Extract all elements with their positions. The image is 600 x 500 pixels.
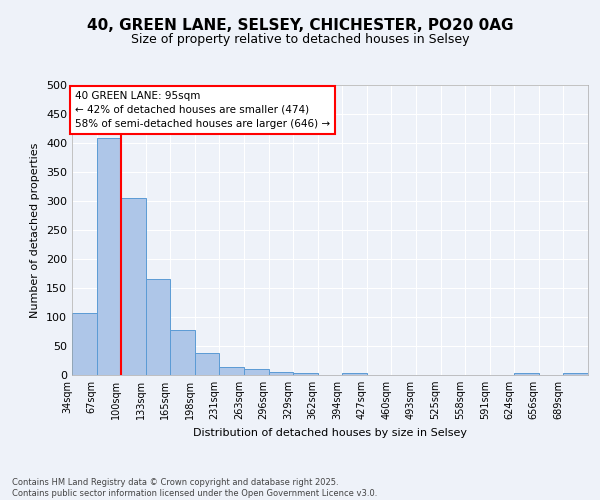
Bar: [244, 369, 269, 375]
Text: Contains HM Land Registry data © Crown copyright and database right 2025.
Contai: Contains HM Land Registry data © Crown c…: [12, 478, 377, 498]
Bar: [170, 330, 195, 375]
Bar: [563, 374, 588, 375]
Text: Size of property relative to detached houses in Selsey: Size of property relative to detached ho…: [131, 32, 469, 46]
Bar: [342, 374, 367, 375]
Bar: [293, 374, 318, 375]
Bar: [195, 353, 220, 375]
Bar: [97, 138, 121, 375]
Bar: [220, 368, 244, 375]
X-axis label: Distribution of detached houses by size in Selsey: Distribution of detached houses by size …: [193, 428, 467, 438]
Bar: [146, 278, 170, 375]
Bar: [72, 313, 97, 375]
Text: 40 GREEN LANE: 95sqm
← 42% of detached houses are smaller (474)
58% of semi-deta: 40 GREEN LANE: 95sqm ← 42% of detached h…: [75, 91, 330, 129]
Bar: [514, 374, 539, 375]
Y-axis label: Number of detached properties: Number of detached properties: [31, 142, 40, 318]
Text: 40, GREEN LANE, SELSEY, CHICHESTER, PO20 0AG: 40, GREEN LANE, SELSEY, CHICHESTER, PO20…: [87, 18, 513, 32]
Bar: [269, 372, 293, 375]
Bar: [121, 198, 146, 375]
